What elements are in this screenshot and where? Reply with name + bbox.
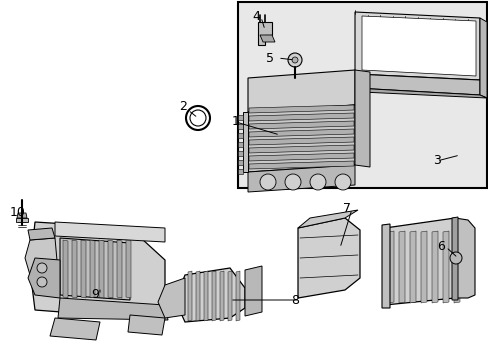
- Circle shape: [287, 53, 302, 67]
- Polygon shape: [238, 169, 243, 174]
- Circle shape: [309, 174, 325, 190]
- Circle shape: [260, 174, 275, 190]
- Polygon shape: [28, 228, 55, 240]
- Polygon shape: [238, 124, 243, 129]
- Polygon shape: [398, 231, 404, 303]
- Polygon shape: [126, 240, 131, 298]
- Polygon shape: [247, 105, 354, 172]
- Polygon shape: [50, 318, 100, 340]
- Polygon shape: [420, 231, 426, 303]
- Polygon shape: [238, 142, 243, 147]
- Polygon shape: [81, 240, 86, 298]
- Polygon shape: [247, 165, 354, 192]
- Polygon shape: [58, 298, 168, 320]
- Polygon shape: [227, 271, 231, 321]
- Polygon shape: [28, 258, 60, 298]
- Text: 1: 1: [232, 116, 240, 129]
- Polygon shape: [236, 271, 240, 321]
- Text: 7: 7: [342, 202, 350, 216]
- Polygon shape: [238, 160, 243, 165]
- Polygon shape: [238, 115, 243, 120]
- Polygon shape: [90, 240, 95, 298]
- Polygon shape: [128, 315, 164, 335]
- Polygon shape: [243, 112, 247, 172]
- Circle shape: [37, 263, 47, 273]
- Circle shape: [449, 252, 461, 264]
- Polygon shape: [431, 231, 437, 303]
- Polygon shape: [248, 129, 353, 137]
- Polygon shape: [297, 210, 357, 228]
- Polygon shape: [442, 231, 448, 303]
- Polygon shape: [453, 231, 459, 303]
- Polygon shape: [63, 240, 68, 298]
- Text: 8: 8: [290, 293, 298, 306]
- Polygon shape: [479, 18, 486, 98]
- Polygon shape: [381, 224, 389, 308]
- Polygon shape: [248, 121, 353, 129]
- Polygon shape: [354, 74, 479, 95]
- Polygon shape: [16, 218, 28, 222]
- Polygon shape: [248, 145, 353, 153]
- Polygon shape: [175, 268, 244, 322]
- Circle shape: [285, 174, 301, 190]
- Text: 5: 5: [265, 51, 273, 64]
- Polygon shape: [72, 240, 77, 298]
- Polygon shape: [248, 105, 353, 113]
- Polygon shape: [220, 271, 224, 321]
- Text: 6: 6: [436, 240, 444, 253]
- Polygon shape: [248, 161, 353, 169]
- Text: 2: 2: [179, 100, 186, 113]
- Polygon shape: [108, 240, 113, 298]
- Polygon shape: [260, 35, 274, 42]
- Polygon shape: [60, 238, 130, 300]
- Polygon shape: [99, 240, 104, 298]
- Polygon shape: [55, 222, 164, 242]
- Circle shape: [37, 277, 47, 287]
- Polygon shape: [248, 113, 353, 121]
- Circle shape: [291, 57, 297, 63]
- Polygon shape: [238, 133, 243, 138]
- Polygon shape: [248, 153, 353, 161]
- Polygon shape: [354, 12, 479, 80]
- Polygon shape: [17, 213, 27, 218]
- Polygon shape: [212, 271, 216, 321]
- Polygon shape: [238, 151, 243, 156]
- Polygon shape: [354, 88, 486, 98]
- Text: 9: 9: [91, 288, 99, 301]
- Polygon shape: [244, 266, 262, 316]
- Polygon shape: [30, 222, 164, 320]
- Polygon shape: [354, 70, 369, 167]
- Bar: [238, 2, 486, 188]
- Polygon shape: [361, 16, 475, 76]
- Polygon shape: [25, 238, 58, 275]
- Polygon shape: [387, 231, 393, 303]
- Polygon shape: [384, 218, 467, 305]
- Polygon shape: [258, 22, 271, 45]
- Text: 3: 3: [432, 154, 440, 167]
- Text: 10: 10: [10, 207, 26, 220]
- Polygon shape: [117, 240, 122, 298]
- Polygon shape: [248, 137, 353, 145]
- Polygon shape: [187, 271, 192, 321]
- Polygon shape: [203, 271, 207, 321]
- Polygon shape: [409, 231, 415, 303]
- Polygon shape: [247, 70, 354, 112]
- Circle shape: [334, 174, 350, 190]
- Polygon shape: [454, 218, 474, 298]
- Text: 4: 4: [251, 10, 260, 23]
- Polygon shape: [451, 217, 457, 300]
- Polygon shape: [297, 218, 359, 298]
- Polygon shape: [196, 271, 200, 321]
- Polygon shape: [158, 278, 184, 318]
